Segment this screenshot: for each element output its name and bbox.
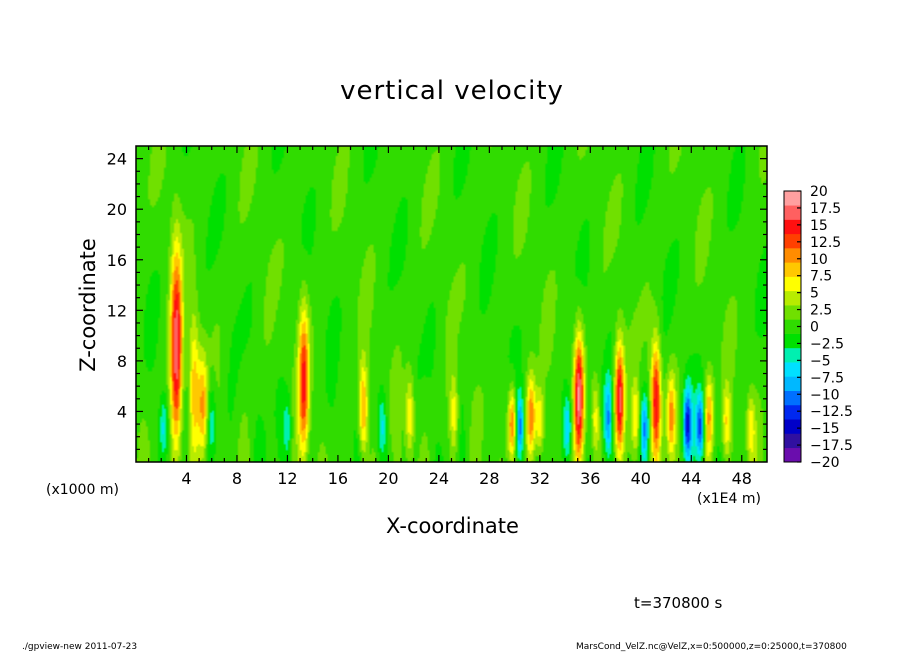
y-tick-label: 16 bbox=[107, 251, 127, 270]
y-tick-label: 12 bbox=[107, 301, 127, 320]
colorbar-swatch bbox=[784, 305, 801, 320]
colorbar-swatch bbox=[784, 276, 801, 292]
footer-program-info: ./gpview-new 2011-07-23 bbox=[22, 642, 138, 652]
y-tick-label: 24 bbox=[107, 150, 127, 169]
colorbar: 2017.51512.5107.552.50−2.5−5−7.5−10−12.5… bbox=[783, 184, 853, 471]
colorbar-swatch bbox=[784, 376, 801, 391]
colorbar-swatch bbox=[784, 191, 801, 206]
x-tick-label: 48 bbox=[732, 469, 752, 488]
colorbar-label: 12.5 bbox=[810, 235, 841, 251]
colorbar-label: 0 bbox=[810, 320, 819, 336]
colorbar-label: −17.5 bbox=[810, 438, 853, 454]
x-tick-label: 32 bbox=[530, 469, 550, 488]
x-tick-label: 44 bbox=[681, 469, 701, 488]
colorbar-label: 7.5 bbox=[810, 269, 832, 285]
chart-title: vertical velocity bbox=[340, 76, 564, 106]
colorbar-swatch bbox=[784, 219, 801, 235]
colorbar-swatch bbox=[784, 290, 801, 306]
colorbar-swatch bbox=[784, 333, 801, 349]
heatmap-plot bbox=[135, 145, 768, 463]
colorbar-label: −2.5 bbox=[810, 336, 844, 352]
colorbar-label: −10 bbox=[810, 387, 840, 403]
colorbar-swatch bbox=[784, 447, 801, 463]
colorbar-swatch bbox=[784, 390, 801, 406]
x-tick-label: 24 bbox=[429, 469, 449, 488]
colorbar-swatch bbox=[784, 433, 801, 449]
x-axis-unit-left: (x1000 m) bbox=[46, 482, 119, 498]
colorbar-label: −15 bbox=[810, 421, 840, 437]
colorbar-swatch bbox=[784, 262, 801, 277]
colorbar-label: 17.5 bbox=[810, 201, 841, 217]
x-axis-ticks: 4 8 12 16 20 24 28 32 36 40 44 48 bbox=[148, 146, 755, 488]
colorbar-swatch bbox=[784, 205, 801, 220]
x-tick-label: 8 bbox=[232, 469, 242, 488]
y-tick-label: 8 bbox=[117, 352, 127, 371]
footer-data-source: MarsCond_VelZ.nc@VelZ,x=0:500000,z=0:250… bbox=[576, 642, 847, 652]
colorbar-label: 2.5 bbox=[810, 303, 832, 319]
colorbar-swatch bbox=[784, 362, 801, 377]
y-axis-label: Z-coordinate bbox=[76, 238, 100, 372]
x-axis-label: X-coordinate bbox=[386, 514, 519, 538]
y-tick-label: 4 bbox=[117, 402, 127, 421]
colorbar-label: 20 bbox=[810, 184, 828, 200]
colorbar-label: 5 bbox=[810, 286, 819, 302]
x-tick-label: 16 bbox=[328, 469, 348, 488]
x-tick-label: 40 bbox=[631, 469, 651, 488]
colorbar-swatch bbox=[784, 404, 801, 420]
x-tick-label: 12 bbox=[277, 469, 297, 488]
colorbar-label: 15 bbox=[810, 218, 828, 234]
x-tick-label: 28 bbox=[479, 469, 499, 488]
x-tick-label: 36 bbox=[580, 469, 600, 488]
colorbar-label: −20 bbox=[810, 455, 840, 471]
y-tick-label: 20 bbox=[107, 200, 127, 219]
colorbar-swatch bbox=[784, 319, 801, 334]
colorbar-swatch bbox=[784, 233, 801, 249]
time-annotation: t=370800 s bbox=[634, 594, 723, 612]
colorbar-label: −7.5 bbox=[810, 370, 844, 386]
x-tick-label: 4 bbox=[181, 469, 191, 488]
colorbar-label: −12.5 bbox=[810, 404, 853, 420]
colorbar-swatch bbox=[784, 419, 801, 434]
colorbar-swatch bbox=[784, 347, 801, 363]
velocity-field bbox=[136, 146, 767, 462]
colorbar-label: −5 bbox=[810, 353, 831, 369]
x-tick-label: 20 bbox=[378, 469, 398, 488]
colorbar-swatch bbox=[784, 248, 801, 263]
colorbar-label: 10 bbox=[810, 252, 828, 268]
y-axis-ticks: 4 8 12 16 20 24 bbox=[107, 150, 767, 450]
x-axis-unit-right: (x1E4 m) bbox=[697, 491, 761, 507]
